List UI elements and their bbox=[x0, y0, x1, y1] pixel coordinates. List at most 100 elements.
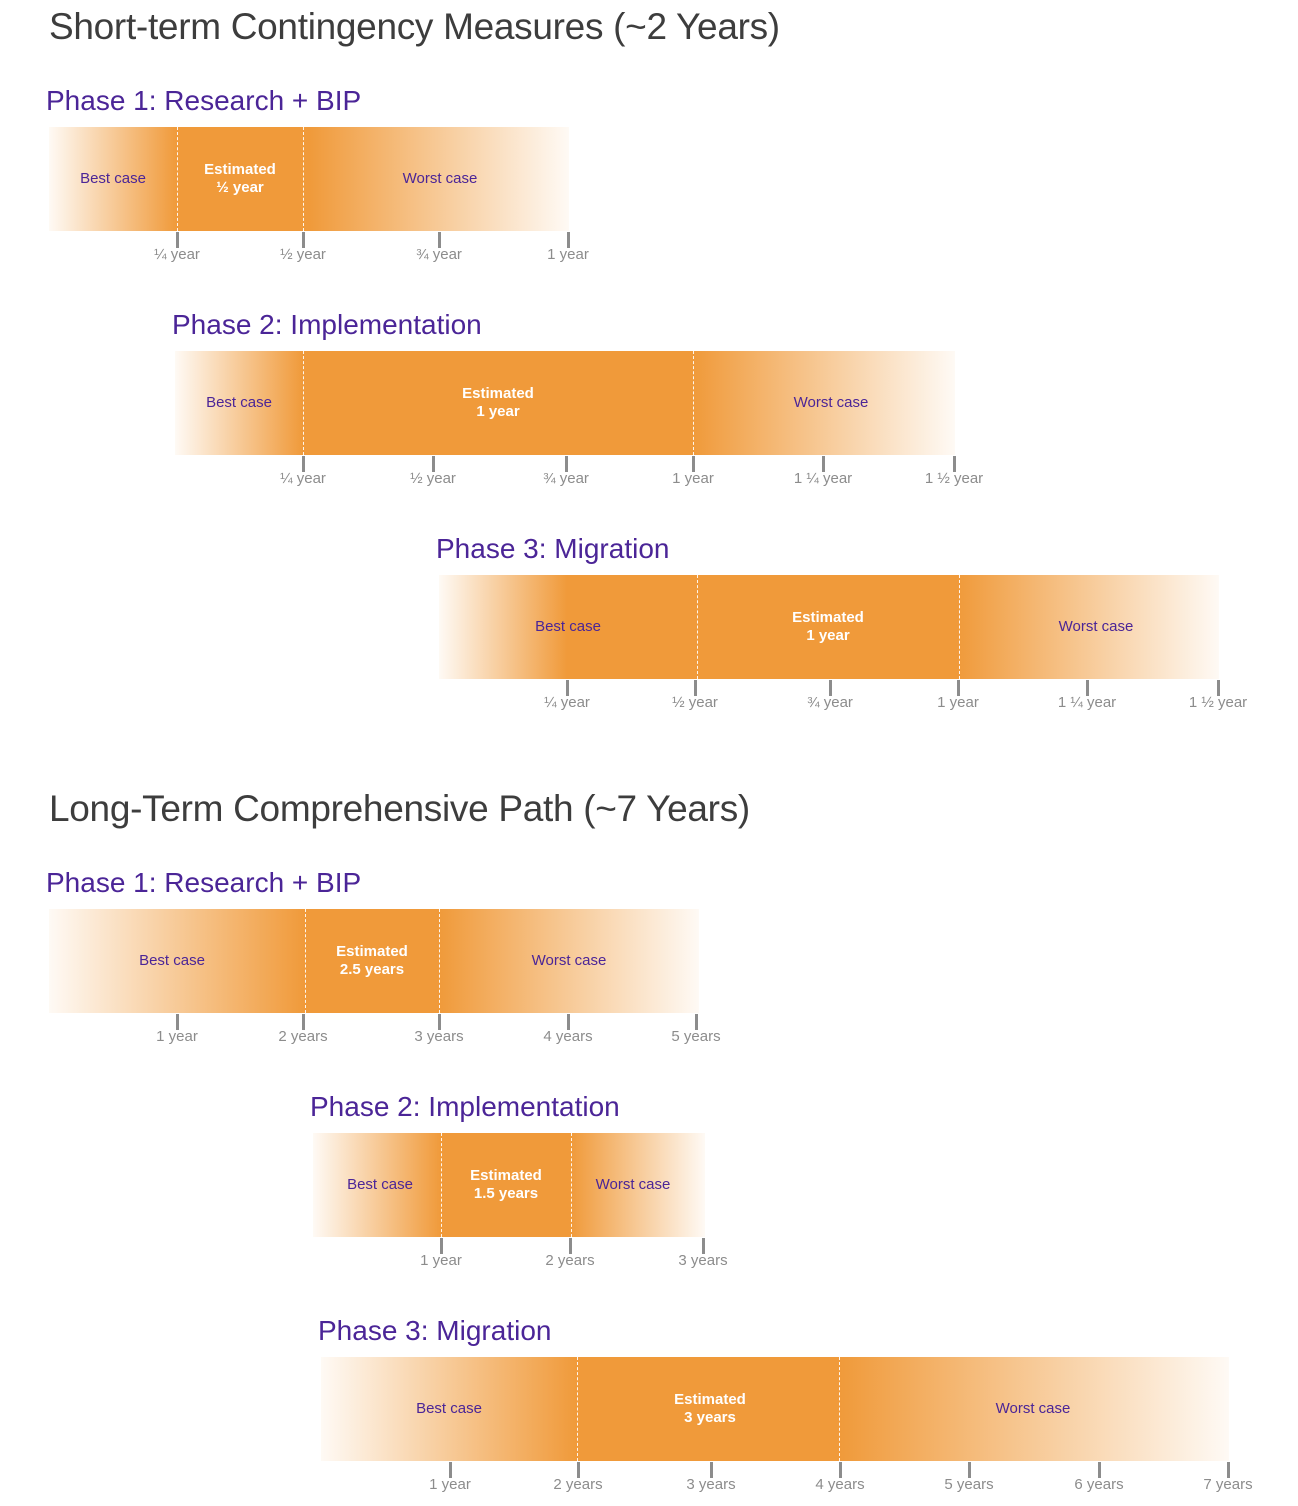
axis-tick-label: ¾ year bbox=[416, 246, 462, 263]
estimated-caption: Estimated bbox=[792, 609, 864, 626]
best-case-label: Best case bbox=[206, 394, 272, 411]
axis-tick bbox=[176, 1014, 179, 1030]
axis-tick-label: 2 years bbox=[278, 1028, 328, 1045]
estimate-end-divider bbox=[439, 909, 440, 1013]
axis-tick-label: 4 years bbox=[543, 1028, 593, 1045]
axis-tick bbox=[692, 456, 695, 472]
axis-tick-label: 5 years bbox=[671, 1028, 721, 1045]
phase-timeline: Phase 1: Research + BIP Best case Estima… bbox=[46, 85, 589, 265]
axis-tick bbox=[1217, 680, 1220, 696]
axis-tick bbox=[1098, 1462, 1101, 1478]
estimate-end-divider bbox=[693, 351, 694, 455]
axis-tick-label: ¼ year bbox=[154, 246, 200, 263]
phase-timeline: Phase 3: Migration Best case Estimated 1… bbox=[436, 533, 1279, 713]
estimated-caption: Estimated bbox=[470, 1167, 542, 1184]
axis-tick-label: 7 years bbox=[1203, 1476, 1253, 1493]
estimated-value: ½ year bbox=[216, 179, 264, 196]
phase-title: Phase 3: Migration bbox=[436, 533, 670, 564]
worst-case-label: Worst case bbox=[531, 952, 607, 969]
axis-tick bbox=[822, 456, 825, 472]
phase-title: Phase 2: Implementation bbox=[172, 309, 482, 340]
estimated-label: Estimated 1.5 years bbox=[441, 1133, 571, 1237]
axis-tick bbox=[566, 680, 569, 696]
estimate-start-divider bbox=[303, 351, 304, 455]
phase-timeline: Phase 2: Implementation Best case Estima… bbox=[172, 309, 1015, 489]
axis-tick-label: 1 ¼ year bbox=[1057, 694, 1117, 711]
axis-tick bbox=[176, 232, 179, 248]
estimate-start-divider bbox=[177, 127, 178, 231]
axis-tick bbox=[839, 1462, 842, 1478]
axis-tick bbox=[440, 1238, 443, 1254]
axis-tick-label: ½ year bbox=[672, 694, 718, 711]
axis-tick bbox=[567, 1014, 570, 1030]
phase-timeline: Phase 3: Migration Best case Estimated 3… bbox=[318, 1315, 1291, 1495]
worst-case-label: Worst case bbox=[595, 1176, 671, 1193]
axis-tick bbox=[449, 1462, 452, 1478]
worst-case-label: Worst case bbox=[402, 170, 478, 187]
phase-title: Phase 1: Research + BIP bbox=[46, 85, 362, 116]
axis-tick-label: ¼ year bbox=[280, 470, 326, 487]
axis-tick bbox=[968, 1462, 971, 1478]
best-case-label: Best case bbox=[139, 952, 205, 969]
estimate-end-divider bbox=[303, 127, 304, 231]
estimated-label: Estimated 1 year bbox=[303, 351, 693, 455]
axis-tick bbox=[702, 1238, 705, 1254]
axis-tick-label: 1 ¼ year bbox=[793, 470, 853, 487]
estimated-value: 2.5 years bbox=[339, 961, 405, 978]
estimated-caption: Estimated bbox=[204, 161, 276, 178]
axis-tick-label: 3 years bbox=[414, 1028, 464, 1045]
phase-timeline: Phase 1: Research + BIP Best case Estima… bbox=[46, 867, 749, 1047]
axis-tick bbox=[302, 232, 305, 248]
axis-tick-label: ¾ year bbox=[807, 694, 853, 711]
axis-tick bbox=[829, 680, 832, 696]
estimate-end-divider bbox=[839, 1357, 840, 1461]
axis-tick bbox=[302, 1014, 305, 1030]
best-case-label: Best case bbox=[535, 618, 601, 635]
axis-tick bbox=[432, 456, 435, 472]
worst-case-label: Worst case bbox=[995, 1400, 1071, 1417]
axis-tick bbox=[438, 1014, 441, 1030]
axis-tick-label: ¾ year bbox=[543, 470, 589, 487]
axis-tick bbox=[565, 456, 568, 472]
axis-tick-label: 2 years bbox=[545, 1252, 595, 1269]
best-case-label: Best case bbox=[80, 170, 146, 187]
estimate-start-divider bbox=[305, 909, 306, 1013]
estimate-start-divider bbox=[697, 575, 698, 679]
axis-tick-label: 1 year bbox=[156, 1028, 198, 1045]
estimated-value: 3 years bbox=[684, 1409, 736, 1426]
section-title-long-term: Long-Term Comprehensive Path (~7 Years) bbox=[49, 788, 750, 829]
axis-tick-label: 1 year bbox=[429, 1476, 471, 1493]
axis-tick bbox=[577, 1462, 580, 1478]
estimated-value: 1 year bbox=[476, 403, 520, 420]
estimated-label: Estimated ½ year bbox=[177, 127, 303, 231]
section-title-short-term: Short-term Contingency Measures (~2 Year… bbox=[49, 6, 780, 47]
axis-tick bbox=[695, 1014, 698, 1030]
timeline-bar: Best case Estimated 2.5 years Worst case bbox=[49, 909, 699, 1013]
axis-tick-label: 1 year bbox=[420, 1252, 462, 1269]
estimate-start-divider bbox=[577, 1357, 578, 1461]
axis-tick-label: ¼ year bbox=[544, 694, 590, 711]
axis-tick bbox=[957, 680, 960, 696]
phase-title: Phase 1: Research + BIP bbox=[46, 867, 362, 898]
axis-tick bbox=[1086, 680, 1089, 696]
axis-tick bbox=[953, 456, 956, 472]
axis-tick bbox=[694, 680, 697, 696]
best-case-label: Best case bbox=[416, 1400, 482, 1417]
worst-case-label: Worst case bbox=[1058, 618, 1134, 635]
timeline-bar: Best case Estimated 1 year Worst case bbox=[439, 575, 1219, 679]
estimate-end-divider bbox=[959, 575, 960, 679]
timeline-bar: Best case Estimated 1.5 years Worst case bbox=[313, 1133, 705, 1237]
axis-tick-label: 3 years bbox=[678, 1252, 728, 1269]
axis-tick-label: 2 years bbox=[553, 1476, 603, 1493]
axis-tick bbox=[567, 232, 570, 248]
axis-tick bbox=[1227, 1462, 1230, 1478]
axis-tick-label: 5 years bbox=[944, 1476, 994, 1493]
phase-timeline: Phase 2: Implementation Best case Estima… bbox=[310, 1091, 773, 1271]
estimated-caption: Estimated bbox=[462, 385, 534, 402]
estimate-start-divider bbox=[441, 1133, 442, 1237]
axis-tick-label: ½ year bbox=[410, 470, 456, 487]
timeline-bar: Best case Estimated 1 year Worst case bbox=[175, 351, 955, 455]
axis-tick-label: 1 year bbox=[547, 246, 589, 263]
axis-tick bbox=[438, 232, 441, 248]
axis-tick-label: 6 years bbox=[1074, 1476, 1124, 1493]
